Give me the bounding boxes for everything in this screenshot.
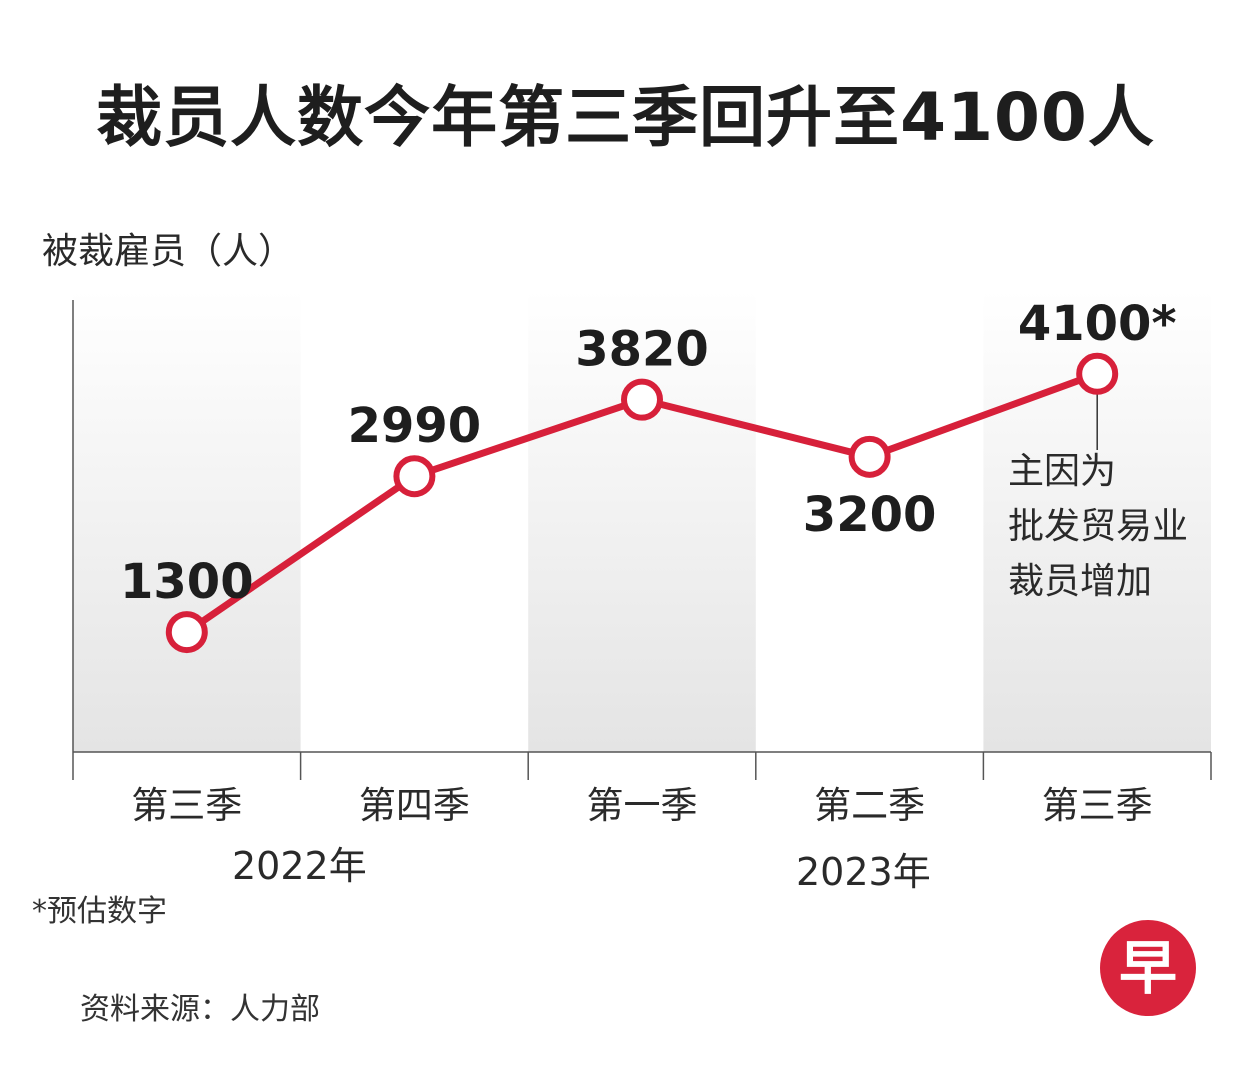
logo-circle [1100,920,1196,1016]
source-credit: 资料来源：人力部 [80,992,320,1027]
data-point [621,378,663,421]
zaobao-logo: 早 [1100,920,1196,1016]
background-band [528,290,756,752]
data-point [393,455,436,498]
x-tick-label: 第二季 [814,784,925,827]
x-tick-label: 第三季 [131,784,242,827]
y-axis-label: 被裁雇员（人） [42,231,295,272]
x-tick-label: 第三季 [1042,784,1153,827]
x-tick-label: 第四季 [359,784,470,827]
year-label-2023: 2023年 [796,850,931,894]
data-label: 3820 [575,322,709,378]
x-tick-label: 第一季 [587,784,698,827]
annotation-note: 主因为 批发贸易业 裁员增加 [1008,444,1228,609]
annotation-line-1: 主因为 [1008,451,1117,492]
year-label-2022: 2022年 [232,844,367,888]
background-band [73,290,301,752]
data-label: 4100* [1018,296,1177,352]
data-label: 2990 [348,398,482,454]
data-label: 3200 [803,487,937,543]
annotation-line-3: 裁员增加 [1008,561,1153,602]
data-point [165,611,208,654]
footnote: *预估数字 [32,894,167,929]
chart-title: 裁员人数今年第三季回升至4100人 [96,79,1155,156]
data-point [848,435,891,478]
data-label: 1300 [120,554,254,610]
logo-char: 早 [1119,934,1177,1002]
annotation-line-2: 批发贸易业 [1008,506,1189,547]
data-point [1076,352,1119,395]
